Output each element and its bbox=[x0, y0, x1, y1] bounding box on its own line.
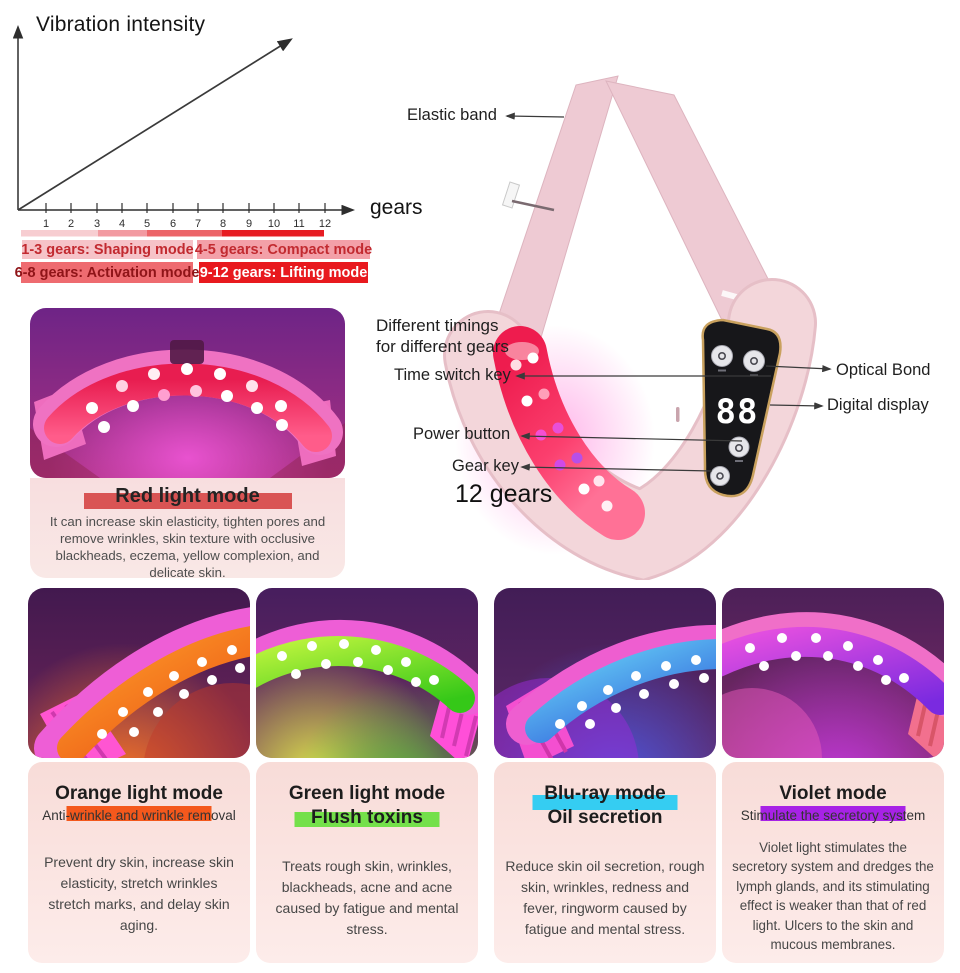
orange-light-mode-card: Orange light mode Anti-wrinkle and wrink… bbox=[28, 588, 250, 963]
svg-text:7: 7 bbox=[195, 218, 201, 230]
annotation-lines bbox=[505, 112, 832, 472]
legend-activation-mode: 6-8 gears: Activation mode bbox=[15, 262, 199, 283]
svg-text:6: 6 bbox=[170, 218, 176, 230]
label-elastic-band: Elastic band bbox=[407, 106, 497, 124]
svg-text:5: 5 bbox=[144, 218, 150, 230]
svg-text:3: 3 bbox=[94, 218, 100, 230]
power-button-line bbox=[520, 432, 743, 442]
intensity-gradient-bar bbox=[21, 230, 324, 237]
product-annotation-area: 88 Elastic band bbox=[370, 55, 960, 582]
led-dots bbox=[745, 633, 909, 685]
svg-text:10: 10 bbox=[268, 218, 280, 230]
green-mode-photo bbox=[256, 588, 478, 758]
legend-lifting-mode: 9-12 gears: Lifting mode bbox=[199, 262, 368, 283]
label-digital-display: Digital display bbox=[827, 396, 929, 414]
svg-text:12: 12 bbox=[319, 218, 331, 230]
green-mode-description: Treats rough skin, wrinkles, blackheads,… bbox=[275, 858, 459, 937]
green-mode-text-panel: Green light mode Flush toxins Treats rou… bbox=[256, 762, 478, 963]
label-optical-bond: Optical Bond bbox=[836, 361, 931, 379]
blu-ray-mode-description: Reduce skin oil secretion, rough skin, w… bbox=[505, 858, 705, 937]
violet-mode-title: Violet mode bbox=[779, 783, 887, 804]
control-panel: 88 bbox=[701, 318, 782, 498]
gear-key-line bbox=[520, 463, 713, 472]
tick-marks bbox=[45, 203, 326, 213]
orange-mode-text-panel: Orange light mode Anti-wrinkle and wrink… bbox=[28, 762, 250, 963]
led-panel bbox=[493, 326, 645, 540]
green-mode-highlight-bar bbox=[294, 812, 440, 827]
svg-text:11: 11 bbox=[293, 218, 304, 230]
red-mode-text-panel: Red light mode It can increase skin elas… bbox=[30, 478, 345, 580]
svg-text:4: 4 bbox=[119, 218, 125, 230]
optical-bond-line bbox=[765, 365, 832, 373]
green-mode-title: Green light mode bbox=[288, 783, 446, 804]
green-mode-title2: Flush toxins bbox=[311, 807, 423, 828]
red-mode-highlight-bar bbox=[83, 493, 292, 509]
legend-shaping-mode: 1-3 gears: Shaping mode bbox=[21, 240, 194, 259]
blu-ray-mode-photo bbox=[494, 588, 716, 758]
blu-ray-mode-title2: Oil secretion bbox=[547, 807, 663, 828]
x-axis-label: gears bbox=[370, 196, 423, 219]
label-power-button: Power button bbox=[413, 425, 511, 443]
orange-mode-title: Orange light mode bbox=[55, 783, 223, 804]
label-time-switch-key: Time switch key bbox=[394, 366, 511, 384]
svg-text:8: 8 bbox=[220, 218, 226, 230]
device-photo: 88 bbox=[443, 75, 832, 582]
red-light-mode-card: Red light mode It can increase skin elas… bbox=[30, 308, 345, 580]
time-switch-key-button[interactable] bbox=[711, 345, 733, 372]
led-dots bbox=[97, 645, 245, 739]
green-light-mode-card: Green light mode Flush toxins Treats rou… bbox=[256, 588, 478, 963]
intensity-trend-arrow bbox=[17, 38, 293, 211]
led-dots bbox=[86, 363, 288, 433]
blu-ray-mode-title: Blu-ray mode bbox=[544, 783, 666, 804]
label-gear-key: Gear key bbox=[452, 457, 519, 475]
svg-text:9: 9 bbox=[246, 218, 252, 230]
orange-mode-description: Prevent dry skin, increase skin elastici… bbox=[44, 854, 234, 933]
led-dots bbox=[555, 655, 709, 729]
label-different-timings: Different timings for different gears bbox=[376, 316, 509, 356]
orange-mode-photo bbox=[28, 588, 250, 758]
blu-ray-mode-highlight-bar bbox=[532, 795, 678, 810]
chart-title: Vibration intensity bbox=[36, 13, 206, 36]
elastic-band-line bbox=[505, 112, 565, 120]
violet-mode-card: Violet mode Stimulate the secretory syst… bbox=[722, 588, 944, 963]
violet-mode-photo bbox=[722, 588, 944, 758]
violet-mode-highlight-bar bbox=[760, 806, 906, 821]
violet-mode-description: Violet light stimulates the secretory sy… bbox=[732, 840, 934, 953]
orange-mode-subtitle: Anti-wrinkle and wrinkle removal bbox=[42, 808, 236, 823]
violet-mode-subtitle: Stimulate the secretory system bbox=[740, 808, 926, 823]
blu-ray-mode-text-panel: Blu-ray mode Oil secretion Reduce skin o… bbox=[494, 762, 716, 963]
strap-buckle bbox=[501, 181, 521, 209]
red-mode-title: Red light mode bbox=[115, 485, 260, 507]
blu-ray-mode-card: Blu-ray mode Oil secretion Reduce skin o… bbox=[494, 588, 716, 963]
legend-compact-mode: 4-5 gears: Compact mode bbox=[194, 240, 373, 259]
svg-text:1: 1 bbox=[43, 218, 49, 230]
chart-axes bbox=[12, 25, 355, 216]
red-mode-photo bbox=[30, 308, 345, 478]
orange-mode-highlight-bar bbox=[66, 806, 212, 821]
digital-display-line bbox=[769, 402, 824, 410]
digital-display-value: 88 bbox=[716, 392, 759, 432]
led-dots bbox=[510, 352, 613, 512]
label-12-gears: 12 gears bbox=[455, 480, 553, 508]
svg-text:2: 2 bbox=[68, 218, 74, 230]
violet-mode-text-panel: Violet mode Stimulate the secretory syst… bbox=[722, 762, 944, 963]
power-button-key[interactable] bbox=[728, 436, 750, 462]
red-mode-description: It can increase skin elasticity, tighten… bbox=[49, 514, 326, 581]
gear-key-button[interactable] bbox=[710, 466, 730, 486]
led-dots bbox=[277, 639, 439, 687]
